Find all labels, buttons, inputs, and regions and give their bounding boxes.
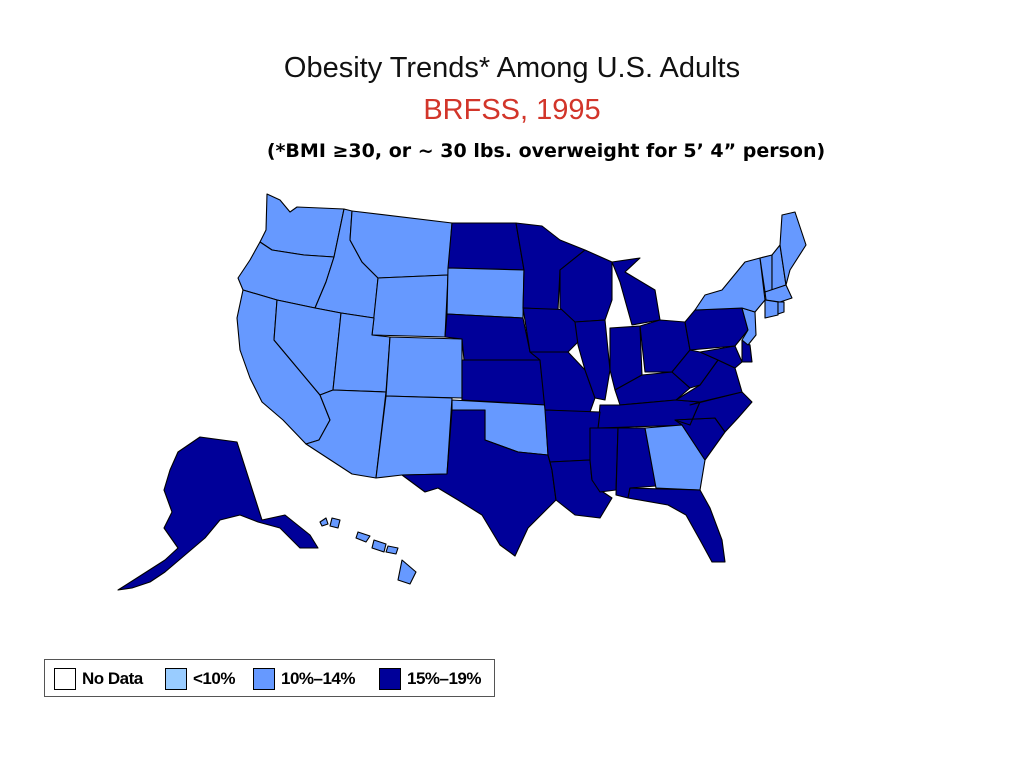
- state-WA: [259, 193, 345, 258]
- legend-swatch-10-14: [253, 668, 275, 690]
- legend-swatch-no-data: [54, 668, 76, 690]
- legend-item-15-19: 15%–19%: [379, 666, 482, 692]
- state-NM: [375, 395, 453, 479]
- state-MS: [589, 427, 619, 493]
- legend: No Data <10% 10%–14% 15%–19%: [44, 659, 495, 697]
- state-MA: [764, 284, 793, 303]
- state-TX: [401, 409, 557, 557]
- state-CO: [385, 336, 463, 399]
- legend-item-no-data: No Data: [54, 666, 143, 692]
- state-HI-oahu: [329, 517, 341, 529]
- state-WY: [371, 274, 449, 338]
- state-SD: [446, 267, 525, 319]
- map-subtitle: BRFSS, 1995: [423, 94, 601, 126]
- map-title: Obesity Trends* Among U.S. Adults: [283, 52, 741, 84]
- state-PA: [684, 307, 749, 351]
- legend-item-lt10: <10%: [165, 666, 235, 692]
- legend-swatch-15-19: [379, 668, 401, 690]
- state-GA: [644, 424, 706, 491]
- state-IL: [574, 319, 611, 401]
- state-HI-lanai: [385, 545, 399, 555]
- state-NC: [674, 391, 753, 433]
- state-ND: [447, 222, 525, 271]
- state-MI: [611, 257, 661, 326]
- legend-label-10-14: 10%–14%: [281, 669, 356, 688]
- state-FL: [627, 487, 726, 563]
- legend-item-10-14: 10%–14%: [253, 666, 356, 692]
- state-ME: [779, 211, 807, 286]
- state-CT: [764, 299, 779, 319]
- state-KS: [461, 359, 546, 406]
- state-HI-maui: [371, 539, 387, 553]
- state-HI-molokai: [355, 531, 371, 543]
- bmi-footnote: (*BMI ≥30, or ~ 30 lbs. overweight for 5…: [266, 140, 826, 162]
- state-MO: [529, 351, 596, 413]
- state-AK: [117, 436, 319, 591]
- legend-label-lt10: <10%: [193, 669, 235, 688]
- state-WI: [559, 249, 613, 323]
- legend-swatch-lt10: [165, 668, 187, 690]
- legend-label-no-data: No Data: [82, 669, 143, 688]
- state-RI: [777, 301, 785, 315]
- state-HI-kauai: [319, 517, 329, 527]
- legend-label-15-19: 15%–19%: [407, 669, 482, 688]
- state-MD: [699, 345, 743, 369]
- state-HI-big-island: [397, 559, 417, 585]
- state-NY: [694, 257, 766, 313]
